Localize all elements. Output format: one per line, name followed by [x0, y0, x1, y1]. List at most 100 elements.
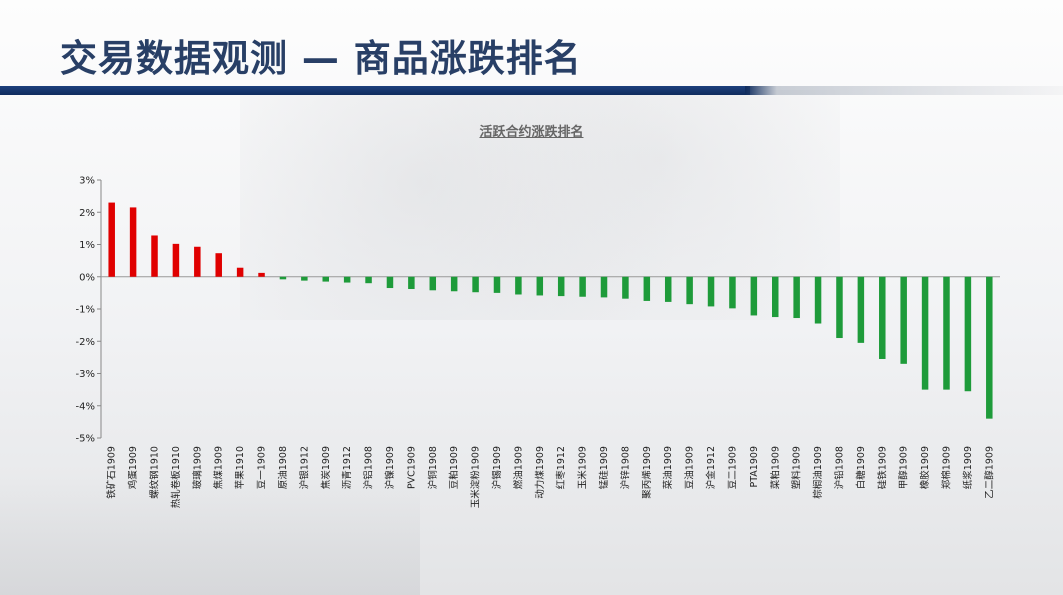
x-tick-label: 沪镍1909	[384, 446, 396, 489]
y-tick-label: 0%	[79, 272, 95, 283]
x-tick-label: 沪锡1909	[491, 446, 503, 489]
bar	[301, 276, 308, 281]
bar	[964, 276, 972, 392]
bar	[108, 202, 115, 277]
x-tick-label: 白糖1909	[855, 446, 867, 489]
bar	[879, 276, 886, 359]
bar	[408, 276, 415, 290]
bar	[686, 276, 693, 305]
y-tick-label: -4%	[76, 401, 95, 412]
bar	[450, 276, 458, 292]
bar	[215, 253, 222, 277]
x-tick-label: 聚丙烯1909	[641, 446, 653, 499]
x-tick-label: 沪银1912	[298, 446, 310, 489]
x-tick-label: PVC1909	[406, 446, 417, 489]
bar	[429, 276, 437, 291]
bar	[814, 276, 822, 324]
background-skyline	[0, 475, 420, 595]
bar	[664, 276, 672, 302]
x-tick-label: 沥青1912	[341, 446, 353, 489]
bar	[472, 276, 479, 293]
bar	[258, 272, 265, 277]
x-tick-label: 豆一1909	[257, 446, 268, 489]
x-tick-label: 焦煤1909	[213, 446, 225, 489]
bar	[986, 276, 993, 419]
bar	[322, 276, 329, 282]
x-tick-label: 锰硅1909	[598, 446, 610, 489]
bar	[279, 276, 287, 280]
bar	[707, 276, 715, 307]
bar	[536, 276, 544, 296]
bar	[493, 276, 501, 293]
title-underline-fade	[745, 86, 1063, 95]
bar	[836, 276, 843, 339]
x-tick-label: 豆粕1909	[448, 446, 460, 489]
bar	[772, 276, 779, 318]
x-tick-label: 豆油1909	[684, 446, 696, 489]
bar	[943, 276, 950, 390]
x-tick-label: 燃油1909	[512, 446, 524, 489]
x-tick-label: 玉米1909	[577, 446, 589, 489]
bar	[194, 246, 201, 277]
bar	[729, 276, 736, 309]
x-tick-label: 硅铁1909	[876, 446, 888, 489]
bar	[343, 276, 351, 283]
x-tick-label: 玻璃1909	[191, 446, 203, 489]
title-underline	[0, 86, 750, 95]
x-tick-label: 甲醇1909	[898, 446, 910, 489]
bar	[236, 267, 244, 277]
page-title: 交易数据观测 — 商品涨跌排名	[60, 37, 582, 80]
bar	[921, 276, 929, 390]
x-tick-label: 棕榈油1909	[812, 446, 824, 499]
y-tick-label: -3%	[76, 369, 95, 380]
x-tick-label: 塑料1909	[791, 446, 803, 489]
title-bar: 交易数据观测 — 商品涨跌排名	[0, 0, 1063, 98]
x-tick-label: 铁矿石1909	[106, 446, 118, 499]
y-tick-label: 1%	[79, 240, 95, 251]
x-tick-label: 沪金1912	[705, 446, 717, 489]
bar	[129, 207, 137, 277]
bar	[622, 276, 629, 299]
x-tick-label: 橡胶1909	[919, 446, 931, 489]
bar	[386, 276, 394, 289]
x-tick-label: 热轧卷板1910	[170, 446, 182, 508]
x-tick-label: 动力煤1909	[534, 446, 546, 499]
bar	[151, 235, 158, 277]
x-tick-label: 沪铜1908	[427, 446, 439, 489]
bar	[750, 276, 758, 316]
bar	[515, 276, 522, 295]
x-tick-label: 菜粕1909	[769, 446, 781, 489]
bar	[172, 243, 180, 277]
x-tick-label: 焦炭1909	[320, 446, 332, 489]
x-tick-label: 红枣1912	[555, 446, 567, 489]
x-tick-label: 玉米淀粉1909	[470, 446, 482, 508]
x-tick-label: 纸浆1909	[962, 446, 974, 489]
x-tick-label: 原油1908	[277, 446, 289, 489]
y-tick-label: -1%	[76, 305, 95, 316]
bar	[600, 276, 608, 298]
bar	[793, 276, 800, 319]
bar	[857, 276, 865, 343]
y-tick-label: -5%	[76, 434, 95, 445]
x-tick-label: 沪锌1908	[619, 446, 631, 489]
x-tick-label: 郑棉1909	[940, 446, 952, 489]
x-tick-label: 苹果1910	[234, 446, 246, 489]
x-tick-label: 沪铅1908	[833, 446, 845, 489]
chart-title: 活跃合约涨跌排名	[479, 125, 584, 140]
x-tick-label: 鸡蛋1909	[127, 446, 139, 489]
x-tick-label: 菜油1909	[662, 446, 674, 489]
bar	[900, 276, 907, 364]
x-tick-label: 螺纹钢1910	[149, 446, 161, 499]
x-tick-label: 豆二1909	[727, 446, 738, 489]
y-tick-label: 2%	[79, 208, 95, 219]
bar	[557, 276, 565, 297]
x-tick-label: 乙二醇1909	[983, 446, 995, 499]
bar	[579, 276, 586, 297]
x-tick-label: PTA1909	[749, 446, 760, 487]
bar	[643, 276, 651, 301]
x-tick-label: 沪铝1908	[363, 446, 375, 489]
bar	[365, 276, 372, 284]
y-tick-label: 3%	[79, 176, 95, 187]
y-tick-label: -2%	[76, 337, 95, 348]
